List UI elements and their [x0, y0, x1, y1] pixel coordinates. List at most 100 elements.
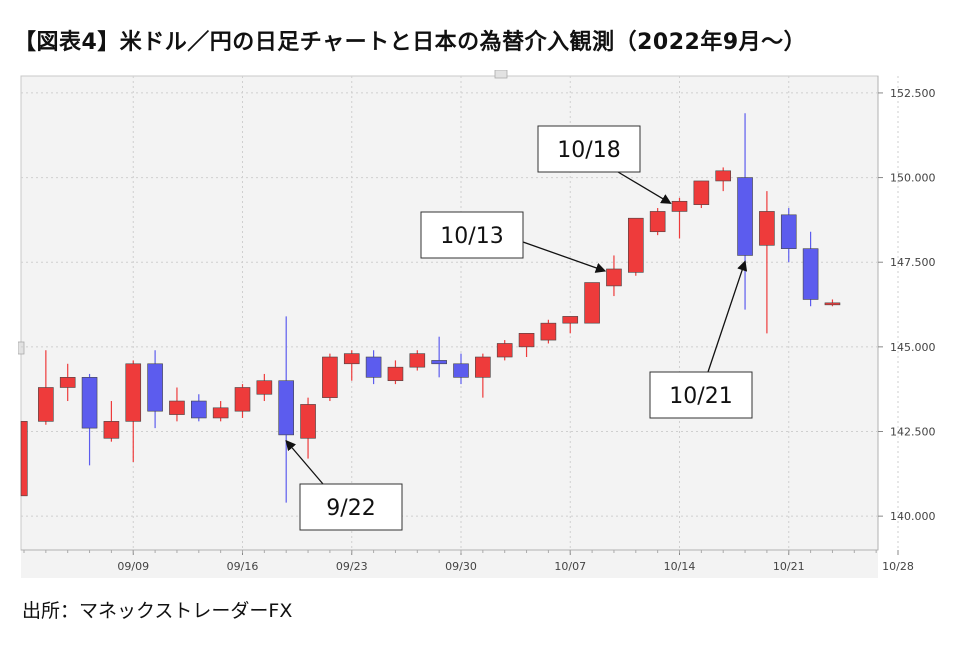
candle-up	[125, 360, 142, 462]
candle-down	[147, 350, 163, 429]
candle-body	[125, 363, 142, 422]
annotation-arrow	[522, 241, 607, 273]
candle-body	[103, 421, 120, 439]
candle-body	[278, 380, 295, 436]
candle-up	[518, 333, 535, 358]
candle-up	[322, 353, 338, 402]
candle-up	[256, 373, 273, 402]
candle-body	[38, 387, 54, 422]
x-tick-label: 10/28	[882, 560, 914, 573]
candle-up	[606, 255, 622, 297]
candle-body	[453, 363, 469, 378]
candle-body	[300, 404, 316, 439]
candle-up	[540, 319, 557, 344]
candle-up	[387, 360, 404, 385]
candle-down	[278, 316, 295, 503]
candle-up	[824, 299, 841, 307]
candle-body	[824, 302, 841, 306]
y-tick-label: 145.000	[890, 341, 936, 354]
candle-body	[431, 360, 447, 365]
candle-body	[409, 353, 426, 368]
candle-up	[715, 167, 732, 192]
candle-down	[453, 353, 469, 385]
annotation-arrow	[707, 260, 748, 373]
y-tick-label: 150.000	[890, 172, 936, 185]
annotation-callout: 9/22	[285, 439, 403, 531]
x-axis-strip	[21, 550, 878, 578]
candle-body	[584, 282, 600, 324]
candle-body	[81, 377, 98, 429]
candle-down	[365, 350, 382, 385]
candle-up	[38, 350, 54, 425]
scroll-handle-top[interactable]	[494, 69, 508, 79]
candle-up	[409, 350, 426, 371]
candle-body	[322, 356, 338, 398]
y-tick-label: 152.500	[890, 87, 936, 100]
candle-body	[671, 200, 688, 212]
annotation-label: 10/18	[557, 138, 620, 163]
candles	[20, 113, 841, 503]
candle-body	[256, 380, 273, 395]
candle-body	[212, 407, 229, 419]
candle-body	[780, 214, 797, 249]
candle-body	[759, 211, 775, 246]
annotation-box	[649, 371, 753, 419]
candle-down	[191, 394, 207, 422]
candle-body	[343, 353, 360, 365]
candle-down	[431, 336, 447, 378]
y-axis: 140.000 142.500 145.000 147.500 150.000 152.5…	[878, 87, 936, 523]
candle-body	[606, 268, 622, 287]
candle-up	[212, 401, 229, 422]
x-axis: 09/09 09/16 09/23 09/30 10/07 10/14 10/21 10/28	[23, 550, 914, 573]
x-tick-label: 09/30	[445, 560, 477, 573]
annotation-arrow	[285, 439, 324, 485]
annotation-label: 9/22	[326, 496, 375, 521]
candle-body	[191, 400, 207, 419]
candle-body	[20, 421, 28, 497]
annotations: 9/22 10/13 10/18 10/21	[285, 125, 753, 531]
annotation-label: 10/13	[440, 224, 503, 249]
grid-lines	[21, 76, 899, 550]
candle-up	[20, 421, 28, 497]
candle-body	[562, 316, 579, 324]
annotation-box	[299, 483, 403, 531]
candle-up	[693, 180, 710, 209]
candle-up	[496, 340, 513, 361]
x-tick-label: 09/23	[336, 560, 368, 573]
y-tick-label: 140.000	[890, 510, 936, 523]
candle-up	[103, 401, 120, 442]
candlestick-chart: 140.000 142.500 145.000 147.500 150.000 152.5…	[17, 69, 943, 580]
scroll-handle-left[interactable]	[17, 341, 25, 355]
candle-body	[365, 356, 382, 378]
candle-up	[475, 353, 491, 398]
chart-svg: 140.000 142.500 145.000 147.500 150.000 152.5…	[17, 69, 943, 580]
candle-body	[802, 248, 819, 300]
candle-down	[81, 373, 98, 466]
annotation-label: 10/21	[669, 384, 732, 409]
candle-up	[627, 217, 644, 276]
x-tick-label: 09/16	[227, 560, 259, 573]
candle-up	[59, 363, 76, 402]
candle-up	[759, 191, 775, 334]
candle-up	[169, 387, 185, 422]
x-tick-label: 10/21	[773, 560, 805, 573]
candle-body	[496, 343, 513, 358]
x-tick-label: 10/14	[664, 560, 696, 573]
candle-up	[584, 282, 600, 324]
candle-body	[649, 211, 666, 233]
candle-up	[649, 208, 666, 236]
candle-up	[300, 397, 316, 459]
source-note: 出所：マネックストレーダーFX	[22, 600, 293, 622]
annotation-arrow	[617, 171, 672, 204]
y-tick-label: 142.500	[890, 426, 936, 439]
candle-body	[59, 377, 76, 388]
x-tick-label: 09/09	[117, 560, 149, 573]
candle-up	[234, 384, 251, 418]
candle-up	[343, 350, 360, 381]
annotation-callout: 10/21	[649, 260, 753, 419]
annotation-box	[420, 211, 524, 259]
candle-up	[671, 197, 688, 239]
candle-body	[234, 387, 251, 412]
candle-up	[562, 316, 579, 334]
candle-body	[147, 363, 163, 412]
